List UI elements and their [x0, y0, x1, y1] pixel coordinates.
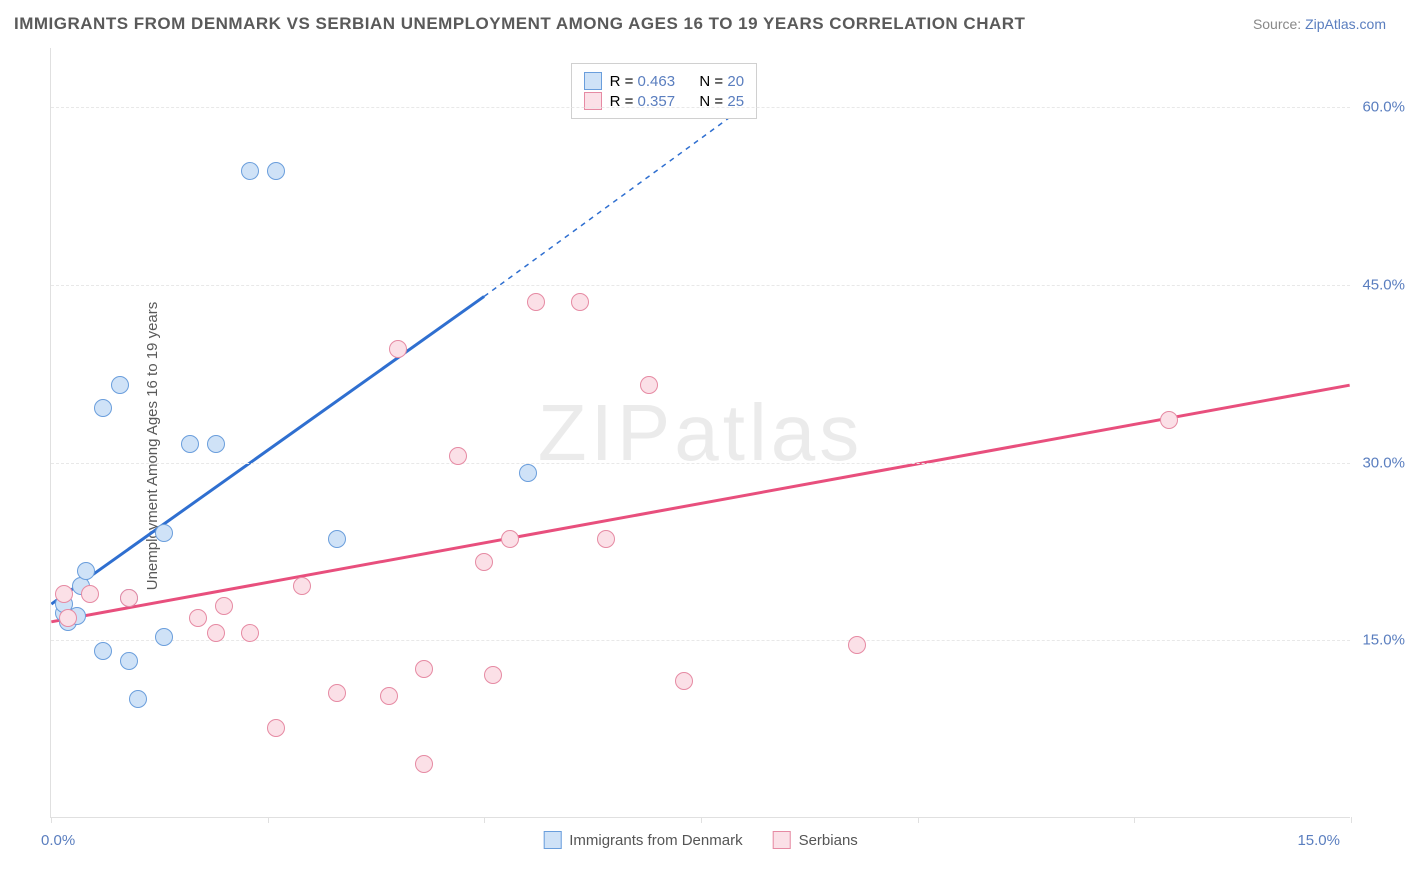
- legend-categories: Immigrants from Denmark Serbians: [543, 831, 858, 849]
- legend-swatch: [543, 831, 561, 849]
- legend-stat-row: R = 0.463 N = 20: [584, 72, 744, 90]
- scatter-point: [181, 435, 199, 453]
- scatter-point: [155, 628, 173, 646]
- trend-line-extrapolated: [484, 107, 744, 296]
- scatter-point: [94, 642, 112, 660]
- y-axis-tick: 15.0%: [1355, 632, 1405, 649]
- legend-stats-box: R = 0.463 N = 20 R = 0.357 N = 25: [571, 63, 757, 119]
- scatter-point: [77, 562, 95, 580]
- x-axis-tick-mark: [918, 817, 919, 823]
- scatter-point: [241, 624, 259, 642]
- x-axis-tick-mark: [484, 817, 485, 823]
- scatter-point: [241, 162, 259, 180]
- scatter-point: [328, 684, 346, 702]
- chart-title: IMMIGRANTS FROM DENMARK VS SERBIAN UNEMP…: [14, 14, 1025, 34]
- x-axis-tick-mark: [1134, 817, 1135, 823]
- scatter-point: [129, 690, 147, 708]
- y-axis-tick: 30.0%: [1355, 454, 1405, 471]
- x-axis-tick-min: 0.0%: [41, 832, 75, 849]
- watermark: ZIPatlas: [538, 387, 863, 479]
- scatter-point: [675, 672, 693, 690]
- trend-line: [51, 385, 1349, 622]
- scatter-point: [189, 609, 207, 627]
- trend-line: [51, 296, 484, 604]
- gridline: [51, 107, 1350, 108]
- scatter-point: [155, 524, 173, 542]
- legend-category-label: Immigrants from Denmark: [569, 832, 742, 849]
- scatter-point: [215, 597, 233, 615]
- scatter-point: [389, 340, 407, 358]
- scatter-point: [207, 435, 225, 453]
- scatter-point: [640, 376, 658, 394]
- scatter-point: [293, 577, 311, 595]
- legend-r-label: R = 0.463: [610, 73, 675, 90]
- scatter-point: [484, 666, 502, 684]
- scatter-point: [55, 585, 73, 603]
- scatter-point: [59, 609, 77, 627]
- scatter-point: [571, 293, 589, 311]
- scatter-point: [94, 399, 112, 417]
- source-attribution: Source: ZipAtlas.com: [1253, 16, 1386, 32]
- scatter-point: [527, 293, 545, 311]
- scatter-point: [415, 755, 433, 773]
- scatter-point: [415, 660, 433, 678]
- legend-swatch: [584, 72, 602, 90]
- scatter-point: [449, 447, 467, 465]
- scatter-point: [207, 624, 225, 642]
- legend-category-item: Immigrants from Denmark: [543, 831, 742, 849]
- scatter-point: [120, 652, 138, 670]
- scatter-point: [1160, 411, 1178, 429]
- legend-swatch: [773, 831, 791, 849]
- scatter-point: [848, 636, 866, 654]
- scatter-point: [475, 553, 493, 571]
- scatter-point: [328, 530, 346, 548]
- scatter-point: [519, 464, 537, 482]
- source-link[interactable]: ZipAtlas.com: [1305, 16, 1386, 32]
- scatter-point: [597, 530, 615, 548]
- scatter-point: [267, 162, 285, 180]
- legend-n-label: N = 20: [699, 73, 744, 90]
- legend-category-label: Serbians: [799, 832, 858, 849]
- x-axis-tick-mark: [51, 817, 52, 823]
- scatter-point: [81, 585, 99, 603]
- x-axis-tick-max: 15.0%: [1297, 832, 1340, 849]
- x-axis-tick-mark: [268, 817, 269, 823]
- scatter-point: [120, 589, 138, 607]
- scatter-point: [501, 530, 519, 548]
- gridline: [51, 463, 1350, 464]
- y-axis-tick: 60.0%: [1355, 99, 1405, 116]
- source-label: Source:: [1253, 16, 1301, 32]
- plot-area: ZIPatlas R = 0.463 N = 20 R = 0.357 N = …: [50, 48, 1350, 818]
- scatter-point: [380, 687, 398, 705]
- scatter-point: [111, 376, 129, 394]
- x-axis-tick-mark: [1351, 817, 1352, 823]
- y-axis-tick: 45.0%: [1355, 276, 1405, 293]
- legend-category-item: Serbians: [773, 831, 858, 849]
- chart-container: IMMIGRANTS FROM DENMARK VS SERBIAN UNEMP…: [0, 0, 1406, 892]
- scatter-point: [267, 719, 285, 737]
- gridline: [51, 285, 1350, 286]
- x-axis-tick-mark: [701, 817, 702, 823]
